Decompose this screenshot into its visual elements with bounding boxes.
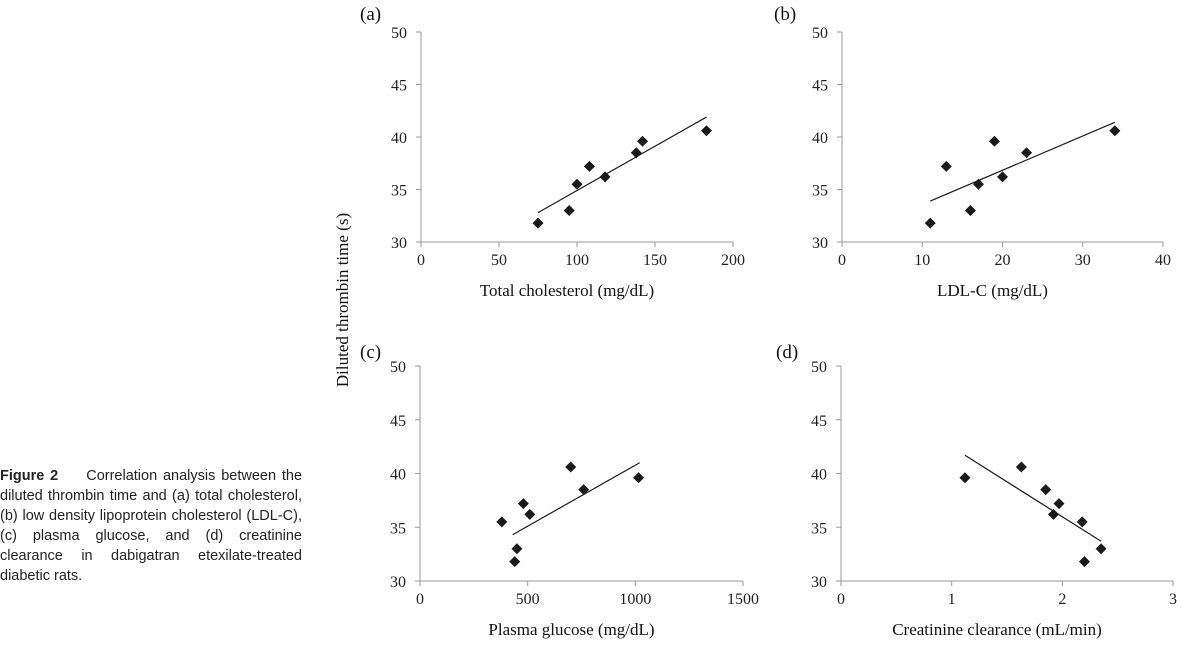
panel-c-y-tick-label: 45: [390, 413, 406, 430]
panel-c-data-point: [496, 516, 508, 528]
panel-b-data-point: [964, 205, 976, 216]
panel-b-y-tick-label: 35: [812, 183, 828, 200]
panel-b-y-tick-label: 30: [812, 235, 828, 252]
panel-d-label: (d): [776, 342, 798, 363]
panel-d-data-point: [1047, 508, 1059, 520]
panel-c-y-tick-label: 40: [390, 467, 406, 484]
panel-a-x-tick-label: 150: [643, 252, 667, 269]
panel-a-data-point: [630, 147, 642, 159]
panel-c-y-tick-label: 30: [390, 574, 406, 591]
panel-a-data-point: [599, 171, 611, 183]
panel-d-data-point: [1040, 484, 1052, 496]
panel-c-x-tick-label: 1500: [727, 591, 759, 608]
panel-b-x-axis-label: LDL-C (mg/dL): [937, 281, 1048, 300]
panel-a-data-point: [532, 217, 544, 229]
panel-b-data-point: [997, 171, 1008, 183]
panel-d-y-tick-label: 30: [811, 574, 827, 591]
panel-d-x-tick-label: 1: [948, 591, 956, 608]
caption-text: Correlation analysis between the diluted…: [0, 468, 303, 584]
panel-a-data-point: [700, 125, 712, 137]
panel-c-y-tick-label: 50: [390, 359, 406, 376]
panel-b-data-point: [1021, 147, 1033, 159]
panel-d-y-tick-label: 40: [811, 467, 827, 484]
panel-c-x-tick-label: 1000: [619, 591, 651, 608]
panel-a-y-tick-label: 50: [391, 25, 407, 42]
panel-b-data-point: [988, 135, 1000, 147]
panel-c-data-point: [633, 472, 645, 484]
panel-b-x-tick-label: 0: [838, 252, 846, 269]
panel-a-y-tick-label: 45: [391, 78, 407, 95]
panel-a-x-tick-label: 0: [417, 252, 425, 269]
panel-c-data-point: [565, 461, 577, 473]
panel-c-data-point: [524, 508, 536, 520]
panel-c-y-tick-label: 35: [390, 520, 406, 537]
panel-b-x-tick-label: 20: [995, 252, 1011, 269]
panel-c-data-point: [517, 498, 529, 510]
panel-a-x-tick-label: 50: [491, 252, 507, 269]
panel-b-data-point: [1109, 125, 1121, 137]
panel-a-x-tick-label: 100: [565, 252, 589, 269]
panel-b-y-tick-label: 50: [812, 25, 828, 42]
panel-b-label: (b): [774, 4, 796, 25]
panel-a-trendline: [537, 116, 707, 214]
panel-c-data-point: [509, 556, 521, 568]
panel-a-y-tick-label: 30: [391, 235, 407, 252]
panel-b-x-tick-label: 30: [1075, 252, 1091, 269]
panel-d-data-point: [959, 472, 971, 484]
panel-a-data-point: [637, 135, 649, 147]
panel-d-y-tick-label: 50: [811, 359, 827, 376]
panel-c-x-axis-label: Plasma glucose (mg/dL): [488, 620, 654, 639]
panel-c-data-point: [511, 543, 523, 555]
panel-b-data-point: [940, 160, 952, 172]
panel-c-data-point: [578, 484, 590, 496]
panel-d-y-tick-label: 35: [811, 520, 827, 537]
panel-b-trendline: [930, 121, 1116, 202]
panel-a-data-point: [563, 205, 575, 216]
panel-a-x-tick-label: 200: [721, 252, 745, 269]
panel-b-y-tick-label: 45: [812, 78, 828, 95]
panel-a-x-axis-label: Total cholesterol (mg/dL): [480, 281, 654, 300]
panel-a-y-tick-label: 35: [391, 183, 407, 200]
panel-d-x-tick-label: 3: [1169, 591, 1177, 608]
panel-d-trendline: [964, 454, 1102, 542]
panel-a-y-tick-label: 40: [391, 130, 407, 147]
panel-d-x-tick-label: 0: [837, 591, 845, 608]
panel-d-data-point: [1078, 556, 1090, 568]
panel-d-x-tick-label: 2: [1058, 591, 1066, 608]
panel-a-data-point: [583, 160, 595, 172]
panel-b-data-point: [924, 217, 936, 229]
panel-c-trendline: [512, 462, 640, 536]
panel-c-label: (c): [360, 342, 381, 363]
panel-d-data-point: [1076, 516, 1088, 528]
panel-d-data-point: [1015, 461, 1027, 473]
panel-d-data-point: [1053, 498, 1065, 510]
panel-b-x-tick-label: 40: [1155, 252, 1171, 269]
panel-b-x-tick-label: 10: [914, 252, 930, 269]
panel-c-x-tick-label: 0: [416, 591, 424, 608]
figure-caption: Figure 2 Correlation analysis between the…: [0, 466, 302, 586]
panel-a-label: (a): [360, 4, 381, 25]
figure-label: Figure 2: [0, 468, 59, 484]
panel-b-y-tick-label: 40: [812, 130, 828, 147]
panel-d-y-tick-label: 45: [811, 413, 827, 430]
panel-c-x-tick-label: 500: [516, 591, 540, 608]
panel-b-data-point: [972, 178, 984, 190]
shared-y-axis-label: Diluted thrombin time (s): [333, 213, 352, 387]
panel-d-x-axis-label: Creatinine clearance (mL/min): [892, 620, 1102, 639]
panel-d-data-point: [1095, 543, 1107, 555]
panel-a-data-point: [571, 178, 583, 190]
